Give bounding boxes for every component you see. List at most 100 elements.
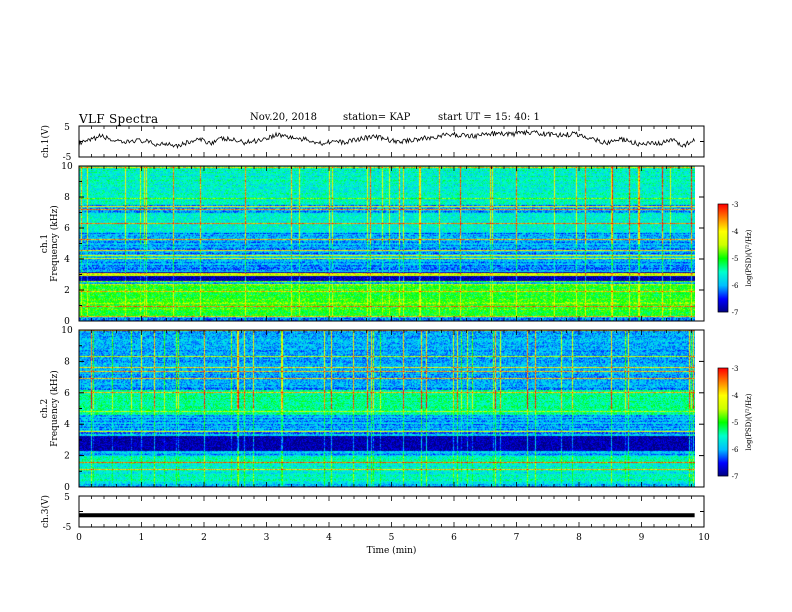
colorbar-cell	[718, 209, 728, 211]
colorbar-cell	[718, 452, 728, 454]
colorbar-cell	[718, 240, 728, 242]
colorbar-cell	[718, 217, 728, 219]
s1-ylabel: Frequency (kHz)	[49, 205, 60, 282]
colorbar-cell	[718, 305, 728, 307]
colorbar-cell	[718, 222, 728, 224]
y-tick-label: 2	[64, 286, 70, 296]
colorbar-cell	[718, 369, 728, 371]
station-label: station= KAP	[343, 112, 411, 123]
colorbar-cell	[718, 435, 728, 437]
colorbar-cell	[718, 207, 728, 209]
colorbar-cell	[718, 295, 728, 297]
colorbar-cell	[718, 384, 728, 386]
colorbar-cell	[718, 463, 728, 465]
chart-title: VLF Spectra	[79, 112, 159, 126]
colorbar-cell	[718, 468, 728, 470]
colorbar-cell	[718, 282, 728, 284]
colorbar-cell	[718, 204, 728, 206]
colorbar-cell	[718, 293, 728, 295]
colorbar-cell	[718, 267, 728, 269]
colorbar-cell	[718, 440, 728, 442]
colorbar-cell	[718, 287, 728, 289]
colorbar-cell	[718, 211, 728, 213]
colorbar-cell	[718, 304, 728, 306]
colorbar-cell	[718, 449, 728, 451]
y-tick-label: 0	[64, 317, 70, 327]
colorbar-cell	[718, 220, 728, 222]
colorbar-cell	[718, 379, 728, 381]
colorbar-cell	[718, 427, 728, 429]
colorbar-cell	[718, 475, 728, 477]
x-tick-label: 8	[576, 533, 582, 543]
y-tick-label: 5	[64, 493, 70, 503]
colorbar-cell	[718, 395, 728, 397]
colorbar-frame	[717, 367, 729, 477]
colorbar-cell	[718, 278, 728, 280]
colorbar-cell	[718, 458, 728, 460]
colorbar-cell	[718, 216, 728, 218]
s2-colorbar: -3 -4 -5 -6 -7 log(PSD)(V²/Hz)	[717, 365, 753, 481]
colorbar-cell	[718, 227, 728, 229]
colorbar-cell	[718, 238, 728, 240]
x-tick-label: 9	[639, 533, 645, 543]
colorbar-cell	[718, 382, 728, 384]
x-tick-label: 1	[139, 533, 145, 543]
colorbar-cell	[718, 459, 728, 461]
colorbar-cell	[718, 270, 728, 272]
colorbar-cell	[718, 311, 728, 313]
colorbar-cell	[718, 243, 728, 245]
y-tick-label: -5	[63, 153, 72, 163]
x-tick-label: 10	[698, 533, 710, 543]
s1-colorbar: -3 -4 -5 -6 -7 log(PSD)(V²/Hz)	[717, 201, 753, 317]
x-axis-label: Time (min)	[367, 545, 417, 556]
colorbar-cell	[718, 245, 728, 247]
colorbar-cell	[718, 208, 728, 210]
colorbar-cell	[718, 469, 728, 471]
colorbar-cell	[718, 280, 728, 282]
colorbar-tick-label: -4	[732, 228, 739, 236]
colorbar-cell	[718, 442, 728, 444]
colorbar-cell	[718, 374, 728, 376]
colorbar-cell	[718, 246, 728, 248]
colorbar-cell	[718, 446, 728, 448]
colorbar-cell	[718, 250, 728, 252]
colorbar-cell	[718, 269, 728, 271]
colorbar-cell	[718, 370, 728, 372]
colorbar-cell	[718, 266, 728, 268]
colorbar-cell	[718, 461, 728, 463]
y-tick-label: -5	[63, 523, 72, 533]
colorbar-cell	[718, 376, 728, 378]
colorbar-cell	[718, 408, 728, 410]
colorbar-cell	[718, 254, 728, 256]
w1-ylabel: ch.1(V)	[40, 125, 51, 158]
colorbar-cell	[718, 241, 728, 243]
colorbar-cell	[718, 303, 728, 305]
colorbar-cell	[718, 403, 728, 405]
colorbar-cell	[718, 260, 728, 262]
colorbar-cell	[718, 392, 728, 394]
colorbar-cell	[718, 464, 728, 466]
colorbar-cell	[718, 310, 728, 312]
colorbar-cell	[718, 249, 728, 251]
colorbar-cell	[718, 219, 728, 221]
colorbar-cell	[718, 434, 728, 436]
colorbar-cell	[718, 377, 728, 379]
y-tick-label: 2	[64, 452, 70, 462]
colorbar-cell	[718, 448, 728, 450]
y-tick-label: 6	[64, 224, 70, 234]
colorbar-cell	[718, 242, 728, 244]
colorbar-cell	[718, 291, 728, 293]
colorbar-cell	[718, 210, 728, 212]
colorbar-cell	[718, 473, 728, 475]
colorbar-cell	[718, 289, 728, 291]
colorbar-cell	[718, 430, 728, 432]
colorbar-label: log(PSD)(V²/Hz)	[745, 229, 753, 286]
colorbar-cell	[718, 272, 728, 274]
colorbar-frame	[717, 203, 729, 313]
colorbar-cell	[718, 308, 728, 310]
x-tick-label: 5	[389, 533, 395, 543]
colorbar-cell	[718, 450, 728, 452]
colorbar-tick-label: -7	[732, 309, 739, 317]
colorbar-cell	[718, 255, 728, 257]
colorbar-cell	[718, 381, 728, 383]
